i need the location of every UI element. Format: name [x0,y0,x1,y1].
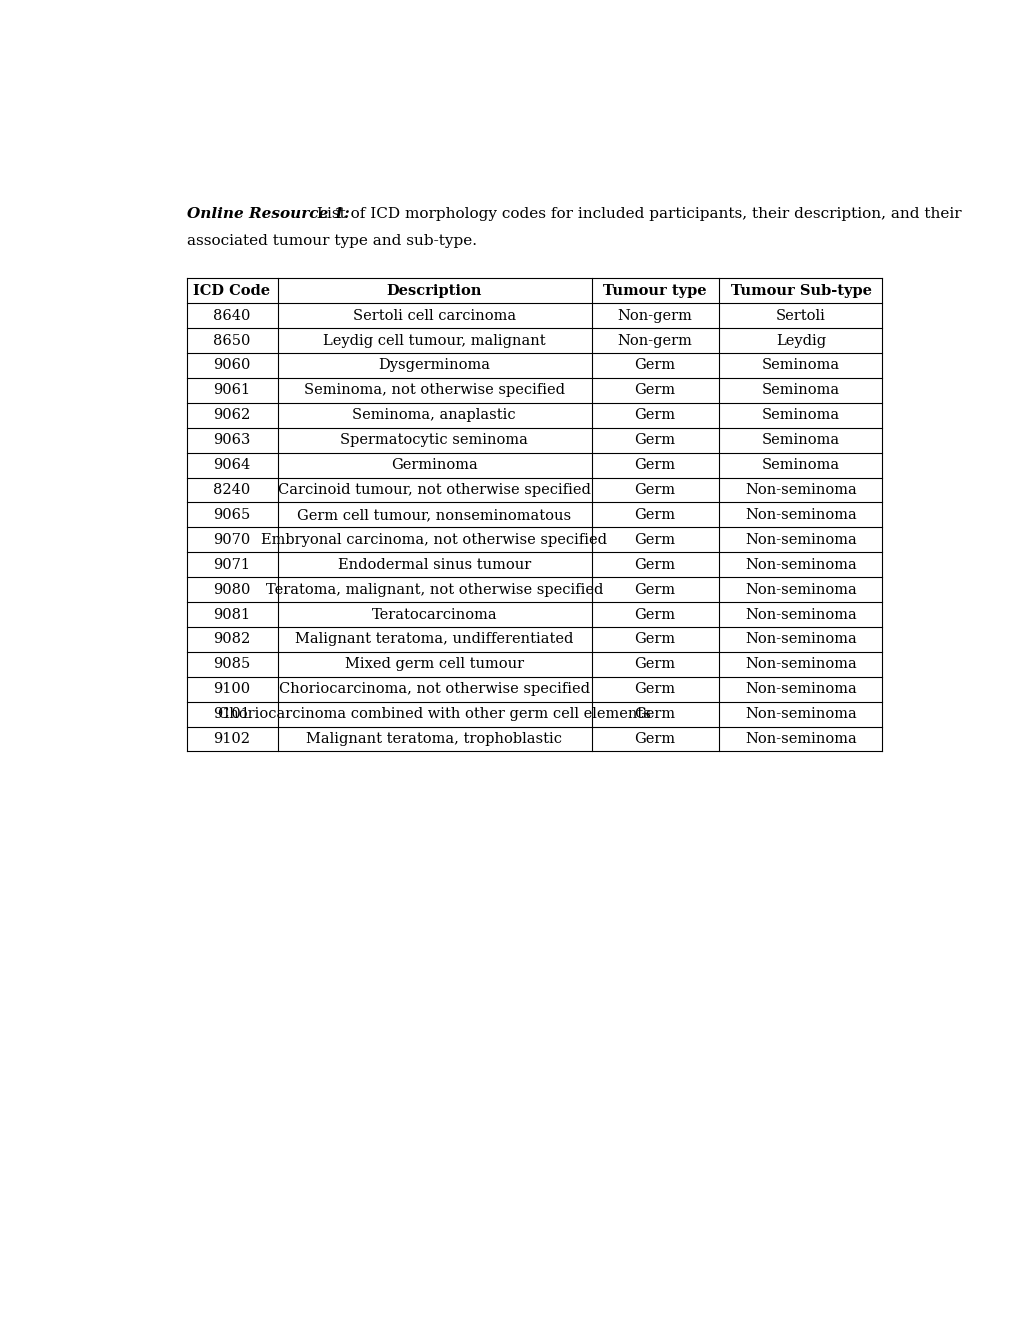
Text: 9064: 9064 [213,458,251,473]
Text: Germ: Germ [634,682,675,696]
Text: 8240: 8240 [213,483,251,498]
Text: Carcinoid tumour, not otherwise specified: Carcinoid tumour, not otherwise specifie… [277,483,590,498]
Text: 9101: 9101 [213,708,250,721]
Text: Germ: Germ [634,458,675,473]
Text: Seminoma, anaplastic: Seminoma, anaplastic [352,408,516,422]
Text: 9102: 9102 [213,733,250,746]
Text: 9085: 9085 [213,657,251,672]
Text: Germ: Germ [634,558,675,572]
Text: Seminoma: Seminoma [761,458,840,473]
Text: Teratoma, malignant, not otherwise specified: Teratoma, malignant, not otherwise speci… [265,582,602,597]
Text: Tumour type: Tumour type [602,284,706,298]
Text: Seminoma: Seminoma [761,433,840,447]
Text: Malignant teratoma, undifferentiated: Malignant teratoma, undifferentiated [294,632,573,647]
Text: Non-seminoma: Non-seminoma [745,657,856,672]
Text: Germ: Germ [634,359,675,372]
Text: 9100: 9100 [213,682,250,696]
Text: Germ: Germ [634,607,675,622]
Text: associated tumour type and sub-type.: associated tumour type and sub-type. [186,234,476,248]
Text: Mixed germ cell tumour: Mixed germ cell tumour [344,657,524,672]
Text: 9062: 9062 [213,408,251,422]
Text: 9081: 9081 [213,607,250,622]
Text: Choriocarcinoma combined with other germ cell elements: Choriocarcinoma combined with other germ… [218,708,650,721]
Text: 9063: 9063 [213,433,251,447]
Text: Non-seminoma: Non-seminoma [745,483,856,498]
Text: Choriocarcinoma, not otherwise specified: Choriocarcinoma, not otherwise specified [278,682,589,696]
Text: Endodermal sinus tumour: Endodermal sinus tumour [337,558,530,572]
Text: Germ: Germ [634,733,675,746]
Text: Online Resource 1:: Online Resource 1: [186,207,350,222]
Text: 9082: 9082 [213,632,251,647]
Text: 9070: 9070 [213,533,251,546]
Text: Spermatocytic seminoma: Spermatocytic seminoma [340,433,528,447]
Text: Non-seminoma: Non-seminoma [745,708,856,721]
Text: 8640: 8640 [213,309,251,322]
Text: Leydig cell tumour, malignant: Leydig cell tumour, malignant [323,334,545,347]
Text: 9080: 9080 [213,582,251,597]
Text: Tumour Sub-type: Tumour Sub-type [730,284,870,298]
Text: Germinoma: Germinoma [390,458,477,473]
Text: 8650: 8650 [213,334,251,347]
Text: Seminoma: Seminoma [761,359,840,372]
Text: Germ: Germ [634,483,675,498]
Text: Sertoli cell carcinoma: Sertoli cell carcinoma [353,309,516,322]
Text: Non-seminoma: Non-seminoma [745,508,856,521]
Text: Germ: Germ [634,383,675,397]
Text: List of ICD morphology codes for included participants, their description, and t: List of ICD morphology codes for include… [312,207,960,222]
Text: Teratocarcinoma: Teratocarcinoma [371,607,496,622]
Text: Seminoma, not otherwise specified: Seminoma, not otherwise specified [304,383,565,397]
Text: Embryonal carcinoma, not otherwise specified: Embryonal carcinoma, not otherwise speci… [261,533,606,546]
Text: Germ: Germ [634,657,675,672]
Text: Germ: Germ [634,533,675,546]
Text: Non-seminoma: Non-seminoma [745,682,856,696]
Text: Germ: Germ [634,708,675,721]
Text: 9065: 9065 [213,508,251,521]
Text: 9071: 9071 [213,558,250,572]
Text: Non-seminoma: Non-seminoma [745,533,856,546]
Text: Non-seminoma: Non-seminoma [745,733,856,746]
Text: Non-seminoma: Non-seminoma [745,632,856,647]
Text: Non-seminoma: Non-seminoma [745,558,856,572]
Text: 9060: 9060 [213,359,251,372]
Text: 9061: 9061 [213,383,250,397]
Text: Dysgerminoma: Dysgerminoma [378,359,490,372]
Text: Malignant teratoma, trophoblastic: Malignant teratoma, trophoblastic [306,733,561,746]
Text: Description: Description [386,284,481,298]
Text: Germ cell tumour, nonseminomatous: Germ cell tumour, nonseminomatous [297,508,571,521]
Text: Seminoma: Seminoma [761,383,840,397]
Text: Non-germ: Non-germ [616,309,692,322]
Text: Non-germ: Non-germ [616,334,692,347]
Text: Germ: Germ [634,433,675,447]
Text: Germ: Germ [634,582,675,597]
Text: Germ: Germ [634,632,675,647]
Text: Germ: Germ [634,508,675,521]
Text: Non-seminoma: Non-seminoma [745,582,856,597]
Text: Leydig: Leydig [775,334,825,347]
Text: Non-seminoma: Non-seminoma [745,607,856,622]
Text: Sertoli: Sertoli [775,309,825,322]
Text: ICD Code: ICD Code [193,284,270,298]
Text: Germ: Germ [634,408,675,422]
Text: Seminoma: Seminoma [761,408,840,422]
